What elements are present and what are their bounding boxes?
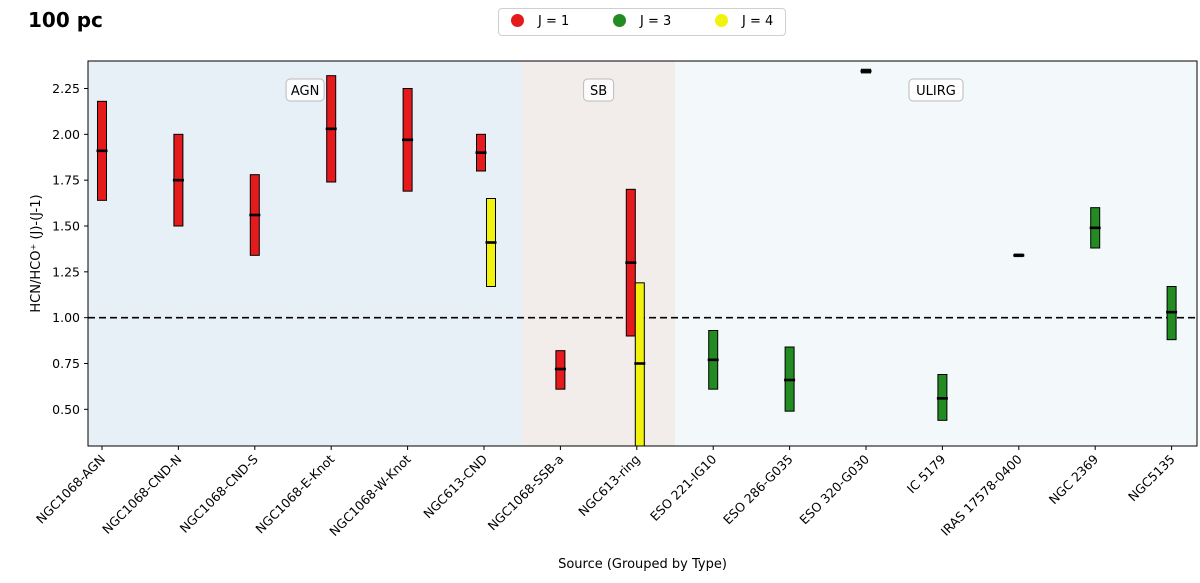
x-tick-label-eso-320-g030: ESO 320-G030: [796, 451, 872, 527]
x-tick-label-ngc1068-ssb-a: NGC1068-SSB-a: [485, 452, 567, 534]
legend: J = 1 J = 3 J = 4: [498, 8, 786, 36]
legend-marker-j4: [715, 14, 728, 27]
y-axis-label: HCN/HCO⁺ (J)-(J-1): [29, 194, 44, 312]
y-tick-label: 1.25: [52, 264, 80, 279]
x-tick-label-eso-221-ig10: ESO 221-IG10: [647, 451, 719, 523]
legend-item-j3: J = 3: [613, 13, 671, 31]
x-tick-label-ngc1068-cnd-s: NGC1068-CND-S: [177, 451, 261, 535]
region-sb-label-box: [583, 78, 615, 102]
region-agn-background: [88, 61, 523, 446]
legend-item-j4: J = 4: [715, 13, 773, 31]
legend-label-j3: J = 3: [640, 14, 672, 29]
y-tick-label: 1.50: [52, 219, 80, 234]
x-tick-label-ngc1068-cnd-n: NGC1068-CND-N: [99, 452, 184, 537]
y-tick-label: 2.00: [52, 127, 80, 142]
x-axis-label: Source (Grouped by Type): [558, 557, 727, 572]
x-tick-label-ngc-2369: NGC 2369: [1046, 451, 1102, 507]
x-tick-label-ngc1068-w-knot: NGC1068-W-Knot: [326, 451, 413, 538]
region-ulirg-label: ULIRG: [916, 84, 956, 99]
region-sb-background: [522, 61, 675, 446]
x-tick-label-ngc613-ring: NGC613-ring: [575, 452, 643, 520]
legend-label-j1: J = 1: [538, 14, 570, 29]
y-tick-label: 2.25: [52, 81, 80, 96]
region-sb-label: SB: [590, 84, 607, 99]
x-tick-label-ngc1068-e-knot: NGC1068-E-Knot: [252, 451, 337, 536]
legend-marker-j1: [511, 14, 524, 27]
page-title: 100 pc: [28, 8, 103, 32]
x-tick-label-iras-17578-0400: IRAS 17578-0400: [938, 451, 1025, 538]
y-tick-label: 0.50: [52, 402, 80, 417]
plot-frame: [87, 60, 1198, 447]
x-tick-label-ic-5179: IC 5179: [904, 451, 949, 496]
region-ulirg-background: [675, 61, 1197, 446]
x-tick-label-ngc5135: NGC5135: [1125, 452, 1178, 505]
legend-marker-j3: [613, 14, 626, 27]
y-tick-label: 0.75: [52, 356, 80, 371]
region-agn-label: AGN: [291, 84, 319, 99]
x-tick-label-eso-286-g035: ESO 286-G035: [720, 452, 796, 528]
legend-item-j1: J = 1: [511, 13, 569, 31]
legend-label-j4: J = 4: [742, 14, 774, 29]
x-tick-label-ngc1068-agn: NGC1068-AGN: [33, 452, 108, 527]
y-tick-label: 1.75: [52, 173, 80, 188]
region-agn-label-box: [285, 78, 325, 102]
y-tick-label: 1.00: [52, 310, 80, 325]
region-ulirg-label-box: [908, 78, 964, 102]
x-tick-label-ngc613-cnd: NGC613-CND: [420, 452, 490, 522]
